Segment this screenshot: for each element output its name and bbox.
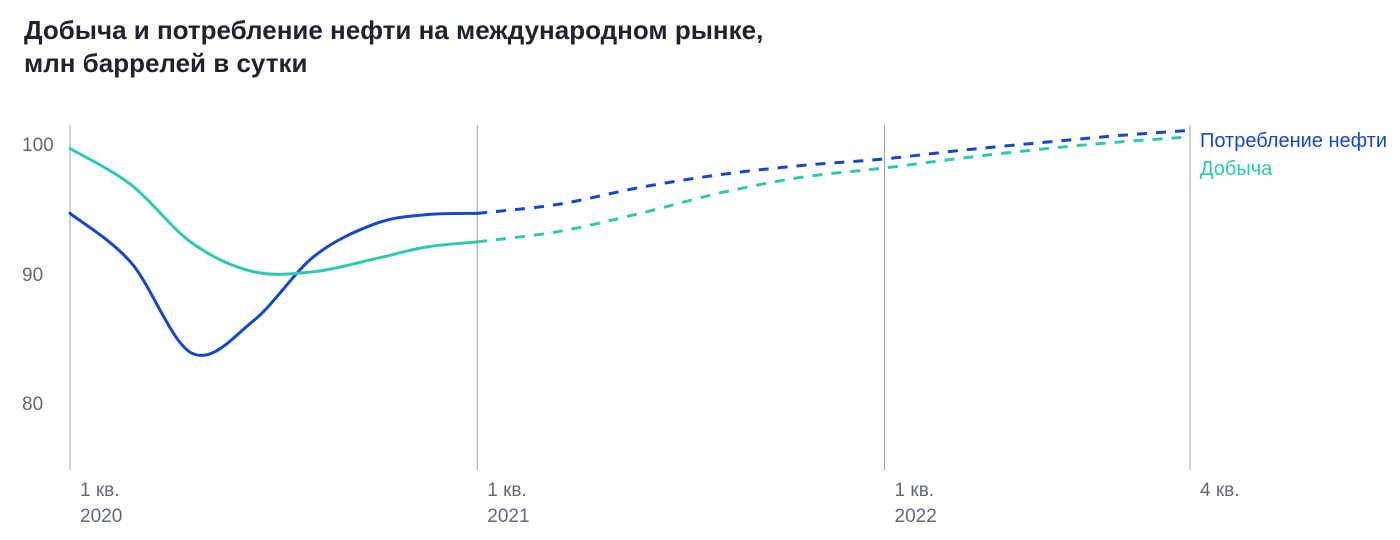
series-production-solid xyxy=(70,149,477,275)
x-tick-label: 4 кв. xyxy=(1200,478,1240,504)
legend-consumption: Потребление нефти xyxy=(1200,130,1387,153)
series-production-dashed xyxy=(477,137,1190,242)
legend-production: Добыча xyxy=(1200,158,1272,181)
y-tick-label: 100 xyxy=(22,135,54,157)
x-tick-label: 1 кв. 2021 xyxy=(487,478,529,529)
series-consumption-solid xyxy=(70,213,477,355)
oil-chart: Добыча и потребление нефти на международ… xyxy=(0,0,1400,540)
x-tick-label: 1 кв. 2020 xyxy=(80,478,122,529)
chart-plot xyxy=(0,0,1400,540)
chart-title: Добыча и потребление нефти на международ… xyxy=(24,14,763,81)
y-tick-label: 80 xyxy=(22,394,43,416)
y-tick-label: 90 xyxy=(22,265,43,287)
x-tick-label: 1 кв. 2022 xyxy=(895,478,937,529)
